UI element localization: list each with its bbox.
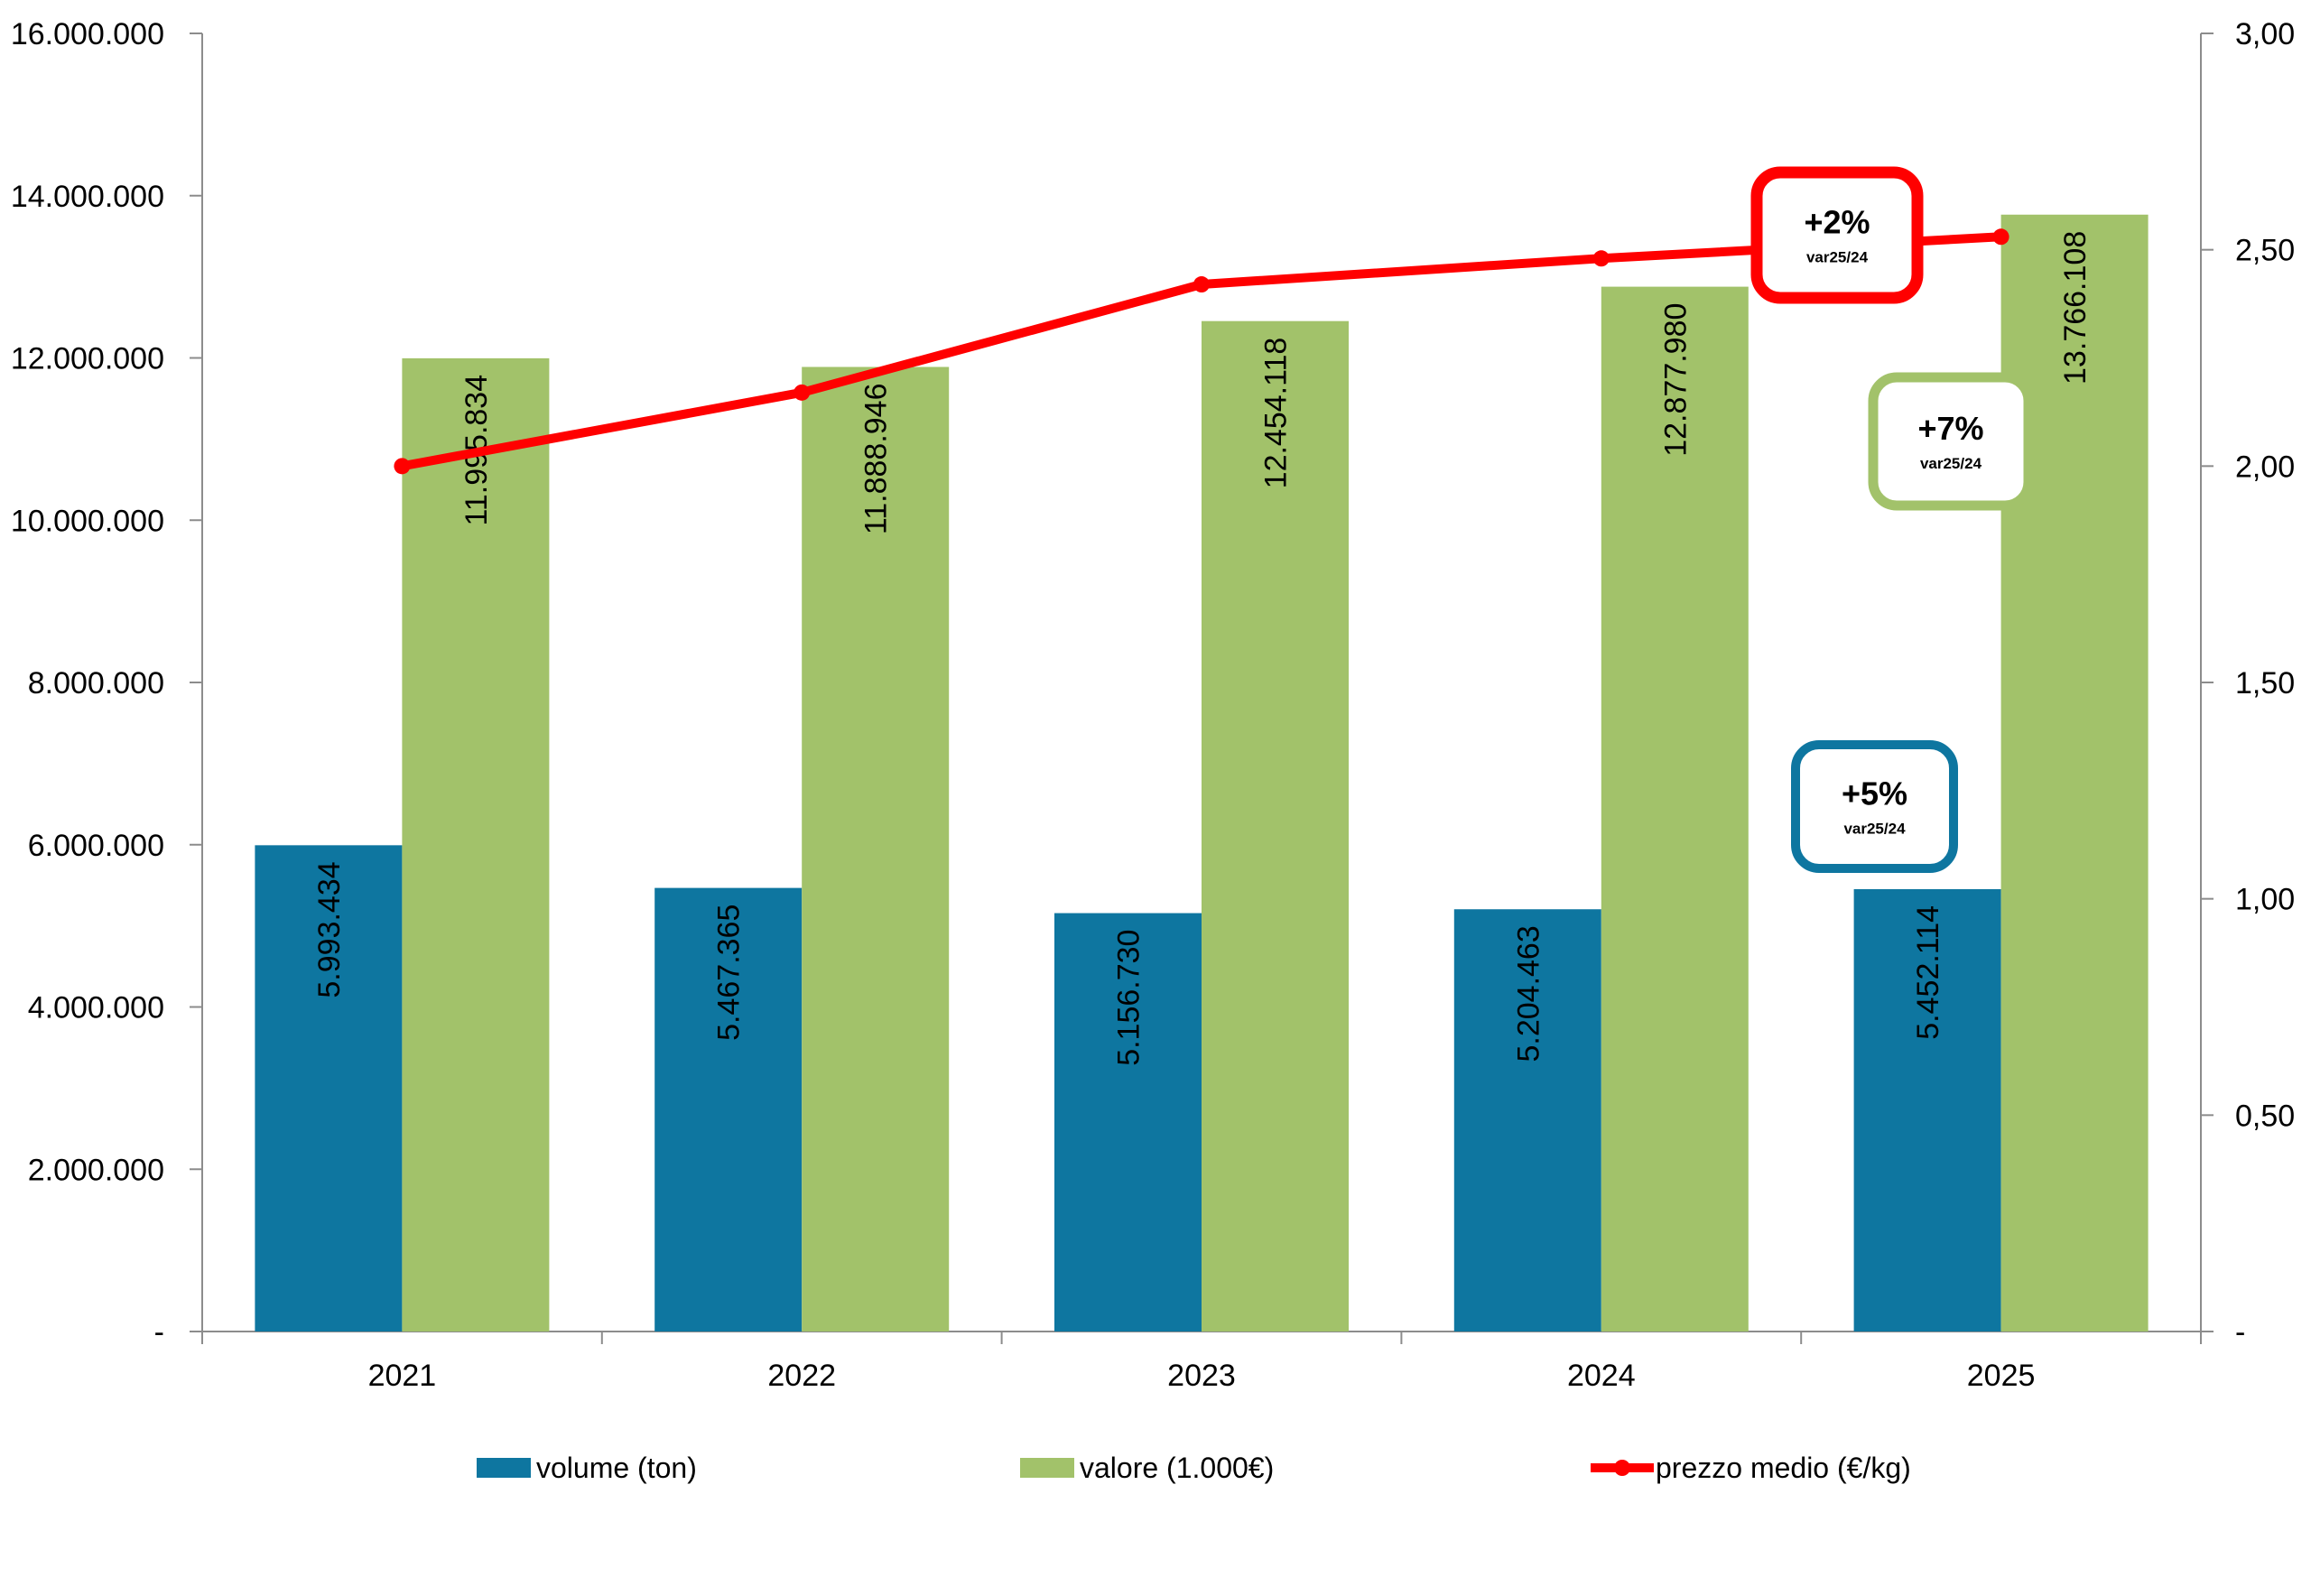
callout-border	[1868, 372, 2034, 511]
left-axis-tick-label: 12.000.000	[11, 342, 164, 376]
valore-data-label: 11.888.946	[859, 383, 894, 534]
right-axis-tick-label: 0,50	[2235, 1099, 2295, 1133]
callout-sublabel: var25/24	[1806, 249, 1869, 266]
callout-sublabel: var25/24	[1920, 455, 1982, 472]
left-axis-tick-label: 4.000.000	[28, 991, 164, 1025]
callout-sublabel: var25/24	[1843, 821, 1906, 838]
x-axis-tick-label: 2021	[368, 1359, 437, 1393]
x-axis-tick-label: 2024	[1567, 1359, 1636, 1393]
volume-bar	[1054, 913, 1202, 1332]
legend-label: volume (ton)	[536, 1452, 697, 1484]
bar-labels: 5.993.43411.995.8345.467.36511.888.9465.…	[312, 231, 2093, 1066]
left-axis-tick-label: 10.000.000	[11, 504, 164, 538]
callout-box: +7% var25/24	[1868, 372, 2034, 511]
callout-box: +2% var25/24	[1750, 166, 1924, 304]
volume-bar	[1453, 909, 1601, 1332]
legend-swatch	[1020, 1458, 1074, 1478]
left-axis-tick-label: 6.000.000	[28, 829, 164, 863]
volume-bar	[654, 887, 803, 1332]
callout-percentage: +2%	[1804, 204, 1870, 241]
legend-swatch	[477, 1458, 531, 1478]
callout-percentage: +5%	[1842, 775, 1907, 812]
bars	[255, 214, 2149, 1332]
valore-bar	[1202, 320, 1349, 1332]
price-line	[394, 228, 2009, 475]
valore-data-label: 13.766.108	[2058, 231, 2093, 385]
volume-data-label: 5.156.730	[1112, 930, 1146, 1066]
legend-marker	[1614, 1460, 1630, 1476]
right-axis-tick-label: 2,00	[2235, 450, 2295, 484]
x-axis-tick-label: 2022	[767, 1359, 836, 1393]
x-axis-tick-label: 2025	[1967, 1359, 2036, 1393]
volume-data-label: 5.204.463	[1511, 925, 1545, 1062]
left-axis-tick-label: -	[154, 1315, 164, 1350]
price-point	[1193, 276, 1210, 293]
callout-percentage: +7%	[1917, 410, 1983, 447]
left-axis-tick-label: 8.000.000	[28, 666, 164, 701]
valore-bar	[402, 357, 550, 1332]
left-axis-tick-label: 14.000.000	[11, 180, 164, 214]
right-axis-tick-label: 3,00	[2235, 17, 2295, 51]
callouts: +2% var25/24 +7% var25/24 +5% var25/24	[1750, 166, 2034, 873]
legend: volume (ton) valore (1.000€) prezzo medio …	[477, 1452, 1911, 1484]
left-axis-tick-label: 2.000.000	[28, 1153, 164, 1187]
legend-label: valore (1.000€)	[1080, 1452, 1274, 1484]
volume-bar	[255, 845, 403, 1332]
right-axis-tick-label: 1,50	[2235, 666, 2295, 701]
right-axis-tick-label: -	[2235, 1315, 2245, 1350]
volume-bar	[1853, 888, 2001, 1332]
callout-border	[1791, 740, 1958, 873]
valore-bar	[1601, 286, 1749, 1332]
price-point	[1592, 250, 1610, 267]
callout-box: +5% var25/24	[1791, 740, 1958, 873]
legend-item: prezzo medio (€/kg)	[1591, 1452, 1911, 1484]
legend-item: valore (1.000€)	[1020, 1452, 1274, 1484]
price-point	[794, 384, 811, 401]
valore-data-label: 12.454.118	[1259, 338, 1294, 489]
volume-data-label: 5.452.114	[1911, 905, 1945, 1040]
price-point	[1992, 228, 2009, 246]
volume-data-label: 5.467.365	[712, 905, 747, 1041]
price-point	[394, 458, 411, 475]
left-axis-tick-label: 16.000.000	[11, 17, 164, 51]
axes: - 2.000.000 4.000.000 6.000.000 8.000.000 10.…	[11, 17, 2295, 1393]
legend-label: prezzo medio (€/kg)	[1656, 1452, 1911, 1484]
valore-bar	[802, 367, 950, 1332]
valore-data-label: 12.877.980	[1658, 303, 1693, 457]
legend-item: volume (ton)	[477, 1452, 697, 1484]
right-axis-tick-label: 1,00	[2235, 883, 2295, 917]
callout-border	[1750, 166, 1924, 304]
right-axis-tick-label: 2,50	[2235, 234, 2295, 268]
x-axis-tick-label: 2023	[1167, 1359, 1236, 1393]
volume-data-label: 5.993.434	[312, 861, 347, 998]
